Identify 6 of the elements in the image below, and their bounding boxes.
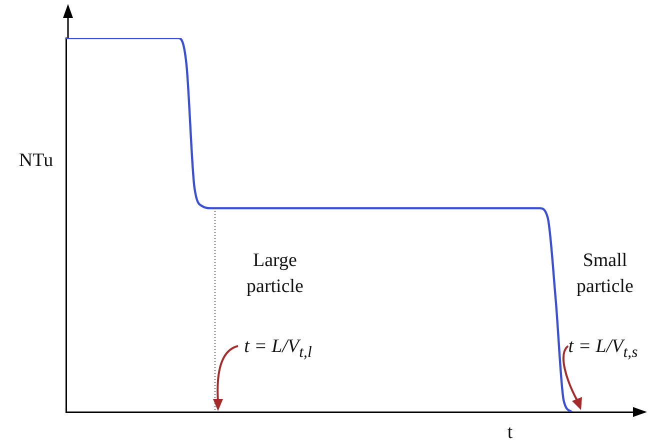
y-axis-title: NTu — [18, 149, 54, 173]
x-axis-title: t — [507, 421, 513, 445]
annotation: Large particle — [246, 249, 304, 299]
annotation: t = L/V$_{t,l}$ — [243, 335, 313, 363]
annotation: t = L/V$_{t,s}$ — [567, 335, 639, 363]
annotation: Small particle — [576, 249, 634, 299]
